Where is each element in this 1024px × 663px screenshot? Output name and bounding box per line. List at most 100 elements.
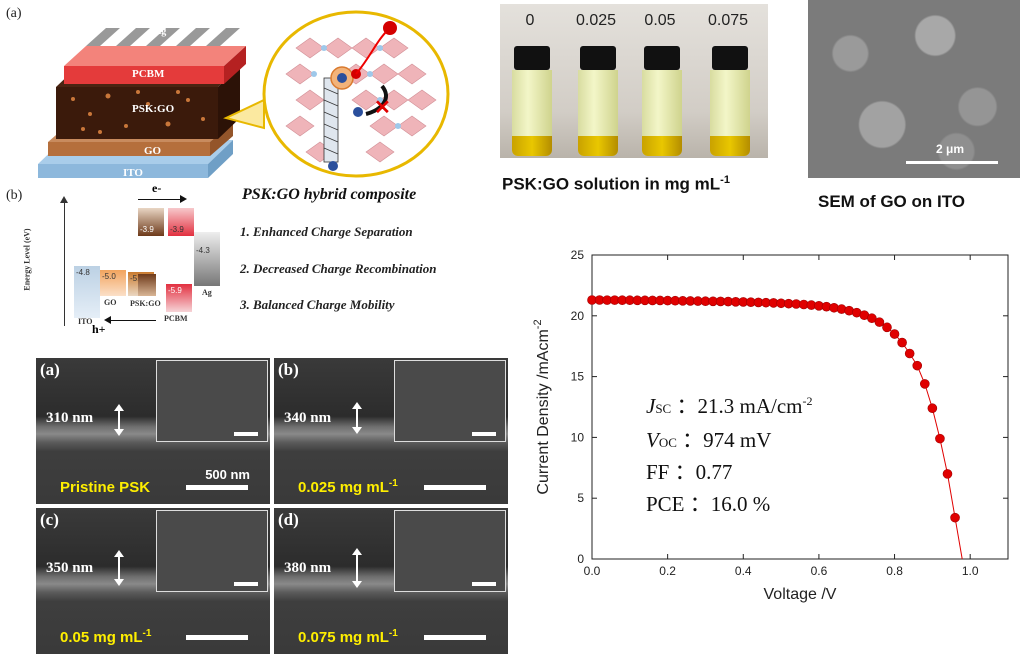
band-pcbm: -5.9 [166, 284, 192, 312]
conc-label-0: 0 [525, 12, 535, 29]
benefit-1: 1. Enhanced Charge Separation [240, 224, 413, 239]
conc-label-2: 0.05 [644, 12, 676, 29]
solution-caption-sup: -1 [720, 174, 730, 186]
band-ito: -4.8 [74, 266, 100, 318]
ff-label: FF [646, 460, 670, 484]
cross-section-a-thickness: 310 nm [46, 410, 94, 426]
cross-section-b: (b) 340 nm 0.025 mg mL-1 [274, 358, 508, 504]
hole-arrowhead [104, 316, 111, 324]
composite-title: PSK:GO hybrid composite [242, 186, 417, 203]
y-axis-label-sup: -2 [532, 319, 544, 329]
y-tick-label-0: 0 [577, 552, 584, 566]
ff-param: FF ：0.77 [646, 456, 732, 486]
layer-go-label: GO [144, 145, 162, 157]
cross-section-c-inset-scalebar [234, 582, 258, 586]
pce-label: PCE [646, 492, 685, 516]
figure-b-label: (b) [6, 188, 23, 203]
hole-arrow [110, 320, 156, 321]
band-pskgo-name: PSK:GO [130, 299, 161, 308]
cross-section-c-arrow [114, 550, 124, 586]
cross-section-a: (a) 310 nm 500 nm Pristine PSK [36, 358, 270, 504]
energy-axis-arrow [64, 200, 65, 326]
perovskite-zoom-illustration: ✕ [223, 10, 450, 178]
y-tick-label-4: 20 [571, 309, 585, 323]
cross-section-b-thickness: 340 nm [284, 410, 332, 426]
cross-section-c-inset [156, 510, 268, 592]
cross-section-c-caption: 0.05 mg mL-1 [60, 628, 151, 646]
jsc-param: JSC ：21.3 mA/cm-2 [646, 394, 813, 418]
cross-section-d-caption-text: 0.075 mg mL [298, 629, 389, 646]
figure-a-label: (a) [6, 6, 22, 21]
device-stack-diagram: Ag PCBM PSK:GO GO ITO [38, 26, 246, 179]
x-tick-label-1: 0.2 [659, 564, 676, 578]
data-point [897, 337, 907, 348]
pce-param: PCE ：16.0 % [646, 488, 770, 518]
x-tick-label-2: 0.4 [735, 564, 752, 578]
layer-pcbm-label: PCBM [132, 68, 165, 80]
solution-caption: PSK:GO solution in mg mL-1 [502, 174, 730, 195]
cross-section-c-caption-sup: -1 [142, 628, 152, 639]
electron-label-text: e- [152, 181, 162, 195]
cross-section-d-inset [394, 510, 506, 592]
jv-chart: 0.0 0.2 0.4 0.6 0.8 1.0 0 5 10 15 20 25 Voltage /V Cu… [532, 248, 1009, 603]
vial-3 [708, 46, 752, 156]
band-go-value: -5.0 [102, 272, 116, 281]
sem-go-scalebar [906, 161, 998, 164]
ff-value: ：0.77 [674, 460, 733, 484]
energy-axis-arrowhead [60, 196, 68, 203]
cross-section-a-scalebar [186, 485, 248, 490]
cross-section-b-inset-scalebar [472, 432, 496, 436]
cross-section-b-scalebar [424, 485, 486, 490]
band-ito-name: ITO [78, 317, 93, 326]
cross-section-d-caption: 0.075 mg mL-1 [298, 628, 398, 646]
x-tick-label-0: 0.0 [584, 564, 601, 578]
conc-label-3: 0.075 [707, 12, 749, 29]
solution-caption-text: PSK:GO solution in mg mL [502, 174, 721, 194]
cross-section-b-caption-text: 0.025 mg mL [298, 479, 389, 496]
hole-label: h+ [92, 322, 106, 337]
band-pskgo-upper: -3.9 [138, 208, 164, 236]
band-pskgo-value: -5.4 [130, 274, 144, 283]
band-pcbm-upper: -3.9 [168, 208, 194, 236]
layer-ag-label: Ag [154, 26, 166, 37]
cross-section-d-scalebar [424, 635, 486, 640]
data-point [867, 313, 877, 324]
solution-photo: 0 0.025 0.05 0.075 [500, 4, 768, 158]
cross-section-a-inset [156, 360, 268, 442]
energy-axis-label: Energy Level (eV) [22, 228, 32, 291]
y-axis-label: Current Density /mAcm-2 [532, 319, 552, 494]
x-tick-label-5: 1.0 [962, 564, 979, 578]
cross-section-c-letter: (c) [40, 510, 59, 529]
band-pskgo-upper-value: -3.9 [140, 225, 154, 234]
cross-section-d: (d) 380 nm 0.075 mg mL-1 [274, 508, 508, 654]
cross-section-b-caption-sup: -1 [388, 478, 398, 489]
sem-go-caption: SEM of GO on ITO [818, 192, 966, 211]
data-point [904, 348, 915, 359]
y-tick-label-1: 5 [577, 491, 584, 505]
band-ito-value: -4.8 [76, 268, 90, 277]
data-point [882, 322, 892, 333]
jsc-sup: -2 [802, 394, 813, 408]
cross-section-a-caption: Pristine PSK [60, 478, 150, 496]
pce-value: ：16.0 % [689, 492, 771, 516]
data-point [912, 360, 923, 371]
y-tick-label-3: 15 [571, 370, 585, 384]
band-ag: -4.3 [194, 232, 220, 286]
cross-section-b-inset [394, 360, 506, 442]
x-axis-label: Voltage /V [764, 586, 837, 603]
cross-section-d-arrow [352, 548, 362, 588]
cross-section-d-caption-sup: -1 [388, 628, 398, 639]
cross-section-c-scalebar [186, 635, 248, 640]
benefit-2: 2. Decreased Charge Recombination [240, 261, 437, 276]
cross-section-a-letter: (a) [40, 360, 60, 379]
data-point [942, 469, 953, 479]
hole-label-text: h+ [92, 322, 106, 336]
layer-ito-label: ITO [123, 167, 143, 179]
cross-section-b-arrow [352, 402, 362, 434]
cross-section-b-letter: (b) [278, 360, 299, 379]
sem-go-ito-image: 2 μm [808, 0, 1020, 178]
y-tick-label-5: 25 [571, 248, 585, 262]
electron-arrow [138, 199, 182, 200]
sem-go-scale-text: 2 μm [935, 142, 964, 156]
electron-arrowhead [180, 195, 187, 203]
